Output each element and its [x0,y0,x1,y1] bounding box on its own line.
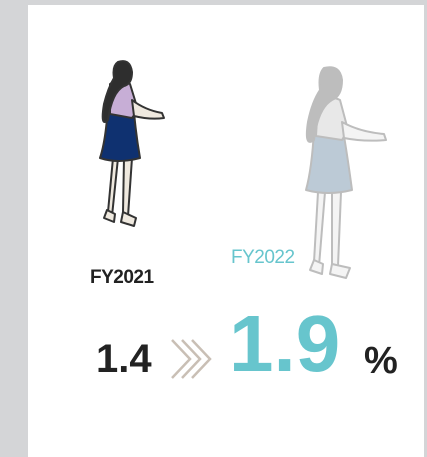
fy2022-label: FY2022 [231,248,295,267]
fy2022-value: 1.9 [229,304,340,384]
unit: % [364,342,398,380]
fy2021-label: FY2021 [90,268,154,287]
page: FY2021 FY2022 1.4 1.9 % (() => { const d… [0,0,427,457]
figure-2021 [100,61,164,226]
fy2021-value: 1.4 [96,339,152,379]
chevrons [172,340,210,378]
illustration [0,0,427,457]
figure-2022 [306,67,386,278]
